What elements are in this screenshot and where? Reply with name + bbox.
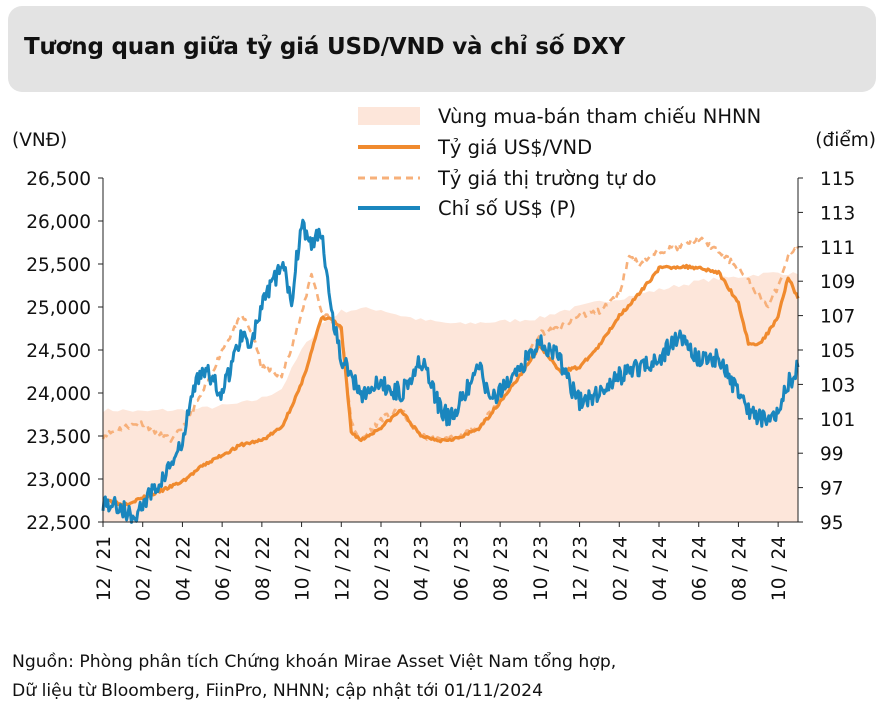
- title-banner: [8, 6, 876, 92]
- x-tick-label: 02 / 23: [372, 536, 393, 601]
- right-tick-label: 111: [820, 238, 855, 259]
- x-tick-label: 06 / 22: [213, 536, 234, 601]
- x-tick-label: 12 / 23: [571, 536, 592, 601]
- source-line-2: Dữ liệu từ Bloomberg, FiinPro, NHNN; cập…: [12, 681, 544, 701]
- x-tick-label: 04 / 24: [650, 536, 671, 601]
- x-tick-label: 06 / 23: [451, 536, 472, 601]
- source-note: Nguồn: Phòng phân tích Chứng khoán Mirae…: [12, 648, 616, 706]
- legend-label-free_market: Tỷ giá thị trường tự do: [437, 167, 657, 190]
- right-tick-label: 103: [820, 375, 855, 396]
- x-tick-label: 12 / 22: [332, 536, 353, 601]
- x-tick-label: 08 / 22: [253, 536, 274, 601]
- left-tick-label: 22,500: [26, 513, 91, 534]
- x-tick-label: 02 / 24: [610, 536, 631, 601]
- legend-swatch-band: [358, 107, 420, 125]
- source-line-1: Nguồn: Phòng phân tích Chứng khoán Mirae…: [12, 652, 617, 672]
- left-tick-label: 25,500: [26, 255, 91, 276]
- left-tick-label: 23,000: [26, 470, 91, 491]
- right-tick-label: 95: [820, 513, 844, 534]
- left-axis-unit-label: (VNĐ): [12, 130, 67, 151]
- right-tick-label: 101: [820, 410, 855, 431]
- right-tick-label: 97: [820, 479, 844, 500]
- x-tick-label: 08 / 24: [729, 536, 750, 601]
- left-tick-label: 26,500: [26, 169, 91, 190]
- series-band-area: [103, 272, 798, 522]
- chart-title: Tương quan giữa tỷ giá USD/VND và chỉ số…: [24, 34, 626, 60]
- right-axis-unit-label: (điểm): [815, 130, 876, 151]
- right-tick-label: 105: [820, 341, 855, 362]
- series-official-rate-line: [102, 263, 800, 508]
- x-tick-label: 04 / 22: [173, 536, 194, 601]
- left-tick-label: 26,000: [26, 212, 91, 233]
- left-tick-label: 24,500: [26, 341, 91, 362]
- right-tick-label: 113: [820, 203, 855, 224]
- x-tick-label: 12 / 21: [94, 536, 115, 601]
- x-tick-label: 04 / 23: [412, 536, 433, 601]
- x-tick-label: 10 / 24: [769, 536, 790, 601]
- right-tick-label: 99: [820, 444, 844, 465]
- x-tick-label: 10 / 22: [293, 536, 314, 601]
- right-tick-label: 107: [820, 307, 855, 328]
- series-dxy-line: [101, 218, 800, 524]
- series-free-market-line: [101, 235, 800, 444]
- x-tick-label: 02 / 22: [134, 536, 155, 601]
- legend-label-official: Tỷ giá US$/VND: [437, 136, 592, 159]
- legend-label-band: Vùng mua-bán tham chiếu NHNN: [438, 105, 761, 128]
- left-tick-label: 23,500: [26, 427, 91, 448]
- right-tick-label: 115: [820, 169, 855, 190]
- legend-label-dxy: Chỉ số US$ (P): [438, 197, 576, 220]
- x-tick-label: 10 / 23: [531, 536, 552, 601]
- x-tick-label: 06 / 24: [690, 536, 711, 601]
- right-tick-label: 109: [820, 272, 855, 293]
- left-tick-label: 24,000: [26, 384, 91, 405]
- x-tick-label: 08 / 23: [491, 536, 512, 601]
- left-tick-label: 25,000: [26, 298, 91, 319]
